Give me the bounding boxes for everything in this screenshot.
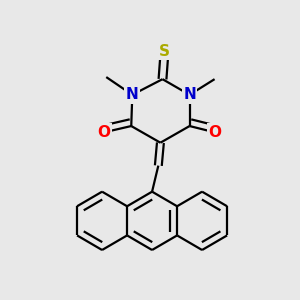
Text: O: O [98, 125, 111, 140]
Text: N: N [183, 87, 196, 102]
Text: S: S [159, 44, 170, 59]
Text: O: O [208, 125, 221, 140]
Text: N: N [126, 87, 139, 102]
